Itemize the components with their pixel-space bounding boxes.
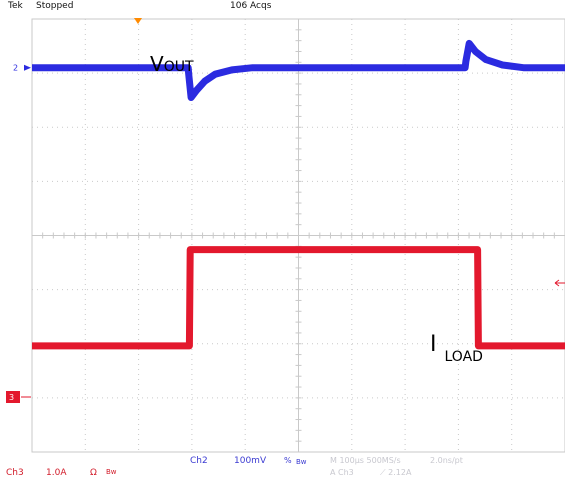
graticule — [31, 18, 565, 453]
ch2-scale: 100mV — [234, 456, 267, 466]
trigger-source: A Ch3 — [330, 468, 354, 477]
traces — [32, 39, 565, 350]
iload-main: I — [430, 332, 437, 357]
ch3-marker-box — [6, 391, 20, 403]
ch3-scale: 1.0A — [46, 468, 67, 478]
acquisition-state: Stopped — [36, 1, 74, 11]
ch2-marker-label: 2 — [13, 64, 18, 73]
channel-markers: 23 — [6, 18, 565, 403]
vout-sub: OUT — [163, 59, 194, 75]
trigger-level: ⟋ 2.12A — [380, 468, 412, 477]
ch3-bw: Bw — [106, 468, 117, 476]
ch3-unit: Ω — [90, 468, 97, 478]
ch2-bw: Bw — [296, 458, 307, 466]
trigger-position-icon — [134, 18, 142, 24]
ch2-unit: % — [284, 456, 292, 465]
acquisition-count: 106 Acqs — [230, 1, 272, 11]
ch3-marker-label: 3 — [9, 393, 14, 402]
scope-brand: Tek — [8, 1, 23, 11]
iload-annotation: I LOAD — [430, 332, 483, 365]
ch2-label: Ch2 — [190, 456, 208, 466]
vout-main: V — [150, 52, 164, 76]
trigger-level-icon — [554, 279, 565, 287]
ch2-ground-marker — [24, 64, 31, 71]
sample-readout: 2.0ns/pt — [430, 456, 463, 465]
timebase-readout: M 100µs 500MS/s — [330, 456, 401, 465]
iload-sub: LOAD — [444, 349, 483, 365]
trace-iload — [32, 246, 565, 350]
vout-annotation: VOUT — [150, 52, 194, 76]
trace-vout — [32, 39, 565, 101]
ch3-label: Ch3 — [6, 468, 24, 478]
